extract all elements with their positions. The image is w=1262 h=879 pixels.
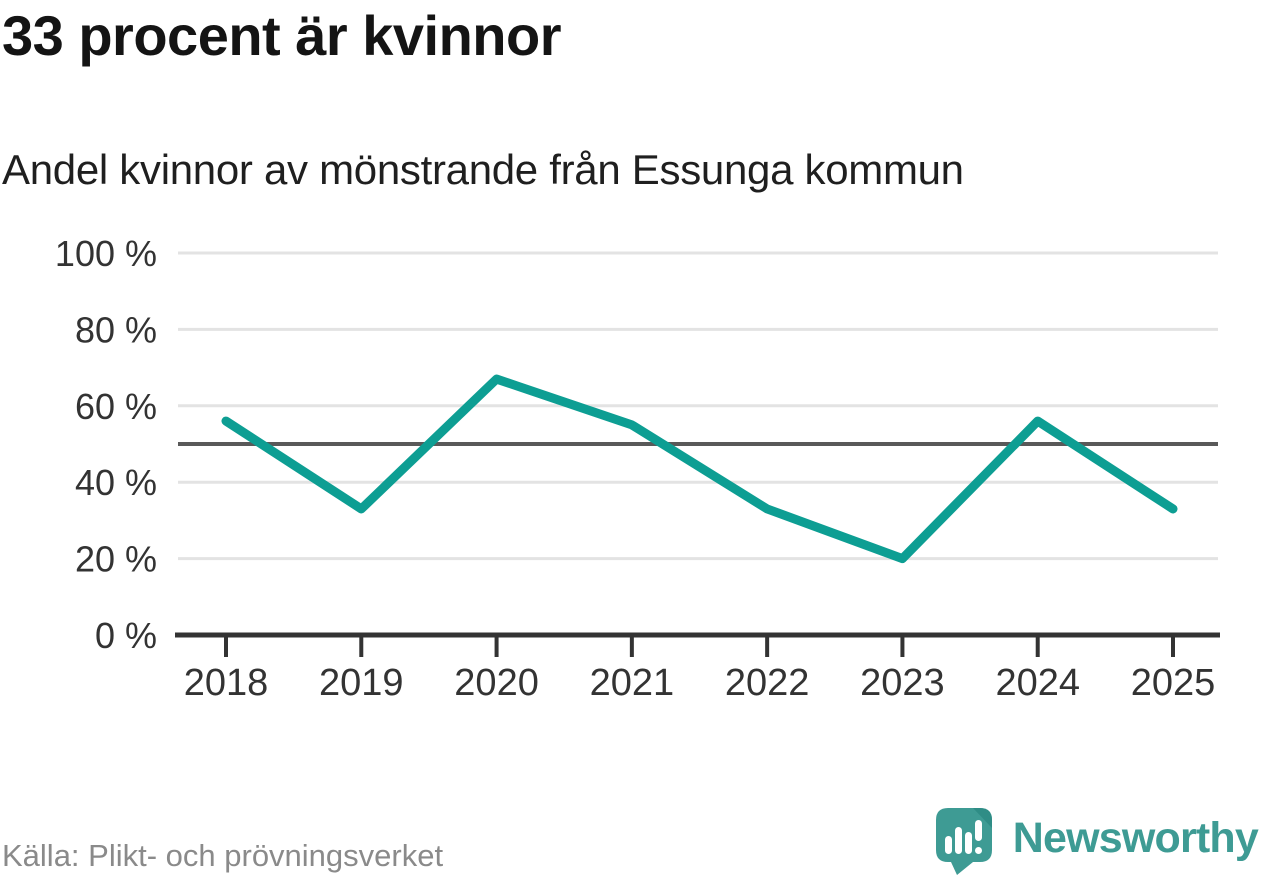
- x-tick-label: 2025: [1131, 662, 1216, 704]
- x-axis: [175, 632, 1220, 657]
- y-tick-label: 60 %: [75, 386, 157, 427]
- y-tick-label: 100 %: [55, 233, 157, 274]
- newsworthy-logo-icon: [935, 807, 992, 875]
- source-attribution: Källa: Plikt- och prövningsverket: [2, 838, 444, 873]
- x-tick-label: 2022: [725, 662, 810, 704]
- chart-subtitle: Andel kvinnor av mönstrande från Essunga…: [2, 146, 964, 193]
- x-tick-label: 2023: [860, 662, 945, 704]
- gridlines: [178, 251, 1218, 561]
- y-tick-label: 40 %: [75, 462, 157, 503]
- brand-wordmark: Newsworthy: [1012, 813, 1259, 862]
- x-axis-labels: 2018 2019 2020 2021 2022 2023 2024 2025: [184, 662, 1216, 704]
- y-tick-label: 20 %: [75, 539, 157, 580]
- x-tick-label: 2024: [995, 662, 1080, 704]
- line-chart: 0 % 20 % 40 % 60 % 80 % 100 % 2018 2019 2020 202…: [55, 233, 1220, 704]
- brand-logo: Newsworthy: [935, 806, 1259, 876]
- x-tick-label: 2019: [319, 662, 404, 704]
- y-tick-label: 0 %: [95, 615, 157, 656]
- x-tick-label: 2018: [184, 662, 269, 704]
- chart-title: 33 procent är kvinnor: [2, 4, 562, 67]
- y-axis-labels: 0 % 20 % 40 % 60 % 80 % 100 %: [55, 233, 157, 656]
- data-line-series: [221, 374, 1178, 564]
- x-tick-label: 2020: [454, 662, 539, 704]
- x-tick-label: 2021: [590, 662, 675, 704]
- y-tick-label: 80 %: [75, 309, 157, 350]
